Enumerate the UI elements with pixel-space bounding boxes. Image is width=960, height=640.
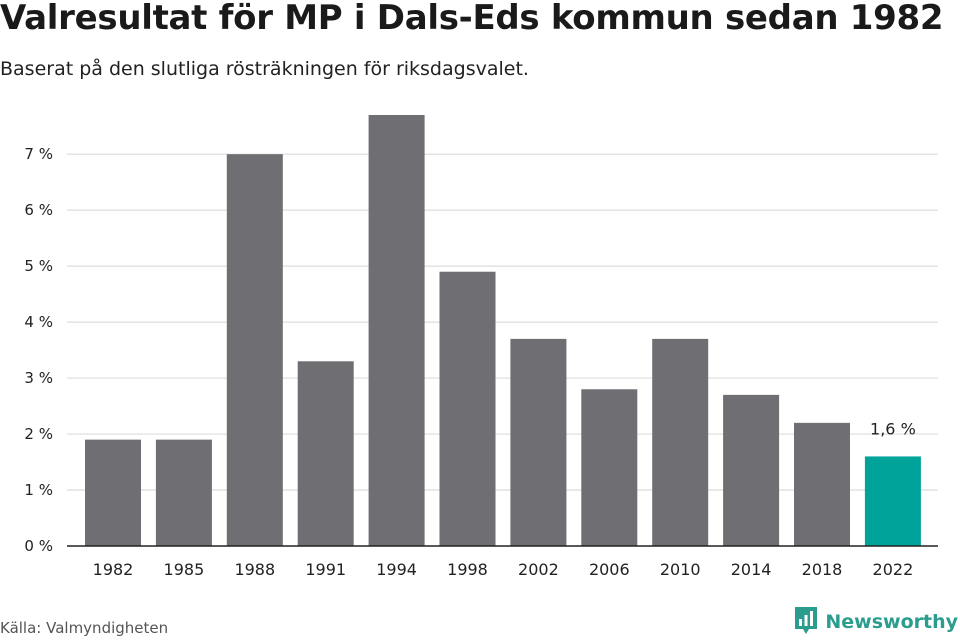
bar-2002 bbox=[510, 338, 567, 546]
newsworthy-logo-icon bbox=[793, 605, 819, 639]
chart-subtitle: Baserat på den slutliga rösträkningen fö… bbox=[0, 58, 529, 80]
bar-1994 bbox=[368, 115, 425, 546]
bar-1985 bbox=[155, 439, 212, 546]
y-tick-label: 0 % bbox=[24, 537, 53, 555]
y-tick-label: 7 % bbox=[24, 145, 53, 163]
x-tick-label: 2006 bbox=[589, 560, 630, 579]
brand-name: Newsworthy bbox=[825, 611, 958, 633]
bar-2014 bbox=[723, 394, 780, 546]
y-tick-label: 1 % bbox=[24, 481, 53, 499]
bar-1991 bbox=[297, 361, 354, 546]
x-tick-label: 1991 bbox=[305, 560, 346, 579]
x-tick-label: 1982 bbox=[93, 560, 134, 579]
source-note: Källa: Valmyndigheten bbox=[0, 619, 169, 637]
x-tick-label: 2002 bbox=[518, 560, 559, 579]
x-tick-label: 2014 bbox=[731, 560, 772, 579]
bar-2022 bbox=[864, 456, 921, 546]
x-tick-label: 1985 bbox=[164, 560, 205, 579]
y-tick-label: 2 % bbox=[24, 425, 53, 443]
bar-1982 bbox=[85, 439, 141, 546]
y-tick-label: 4 % bbox=[24, 313, 53, 331]
x-tick-label: 2022 bbox=[873, 560, 914, 579]
x-tick-label: 1998 bbox=[447, 560, 488, 579]
bar-2006 bbox=[581, 389, 638, 546]
y-tick-label: 6 % bbox=[24, 201, 53, 219]
bar-1988 bbox=[226, 154, 283, 546]
bar-1998 bbox=[439, 271, 496, 546]
chart-title: Valresultat för MP i Dals-Eds kommun sed… bbox=[0, 0, 944, 38]
y-tick-label: 5 % bbox=[24, 257, 53, 275]
x-tick-label: 2010 bbox=[660, 560, 701, 579]
bar-chart: 0 % 1 % 2 % 3 % 4 % 5 % 6 % 7 % 1982 1985 1988 1991… bbox=[24, 115, 938, 579]
y-tick-label: 3 % bbox=[24, 369, 53, 387]
x-tick-label: 2018 bbox=[802, 560, 843, 579]
bar-2010 bbox=[652, 338, 709, 546]
data-label: 1,6 % bbox=[870, 419, 916, 438]
x-tick-label: 1994 bbox=[376, 560, 417, 579]
bar-2018 bbox=[794, 422, 850, 546]
brand-logo: Newsworthy bbox=[793, 605, 958, 639]
x-tick-label: 1988 bbox=[234, 560, 275, 579]
